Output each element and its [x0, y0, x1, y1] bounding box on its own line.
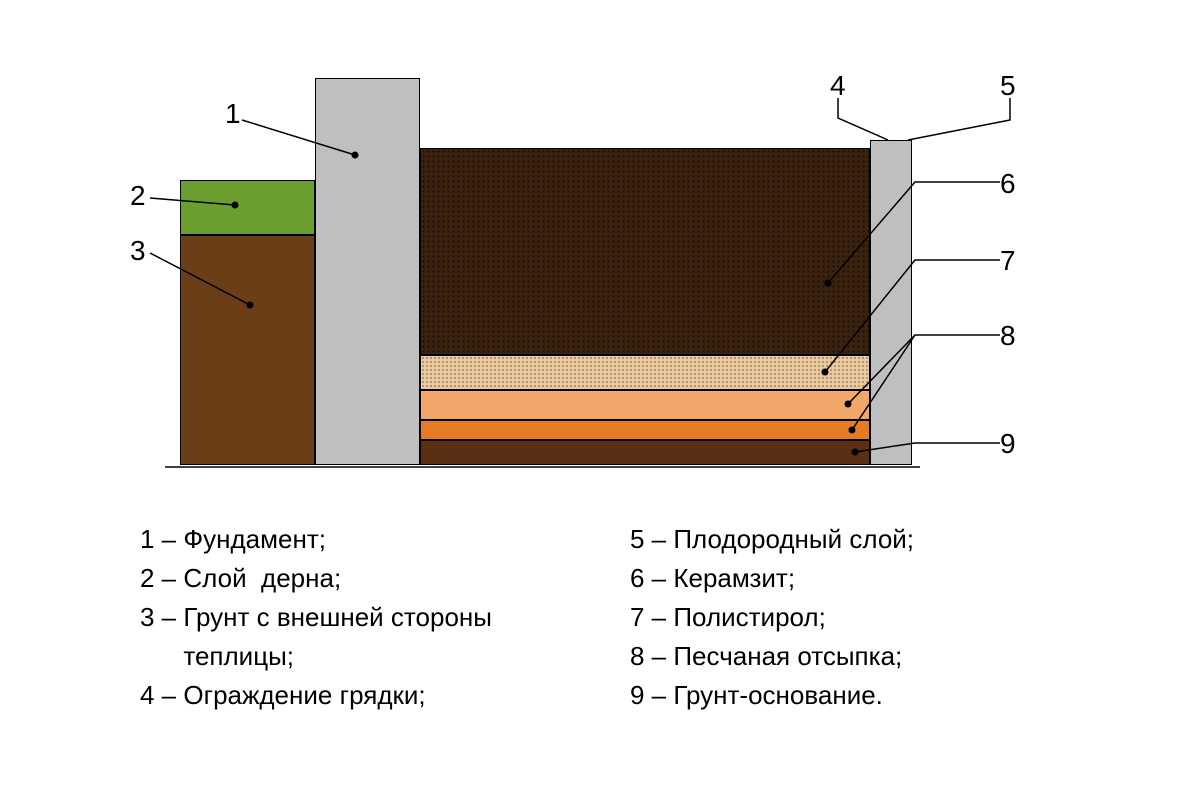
callout-8: 8 — [1000, 320, 1016, 352]
callout-2: 2 — [130, 180, 146, 212]
diagram-root: { "canvas": { "width": 1200, "height": 7… — [0, 0, 1200, 792]
legend-left: 1 – Фундамент;2 – Слой дерна;3 – Грунт с… — [140, 520, 570, 715]
legend-line: 1 – Фундамент; — [140, 520, 570, 559]
legend-line: 6 – Керамзит; — [630, 559, 1060, 598]
legend-line: теплицы; — [140, 637, 570, 676]
callout-6: 6 — [1000, 168, 1016, 200]
legend-right: 5 – Плодородный слой;6 – Керамзит;7 – По… — [630, 520, 1060, 715]
callout-1: 1 — [225, 98, 241, 130]
callout-4: 4 — [830, 70, 846, 102]
legend-line: 9 – Грунт-основание. — [630, 676, 1060, 715]
legend: 1 – Фундамент;2 – Слой дерна;3 – Грунт с… — [140, 520, 1060, 715]
callout-3: 3 — [130, 235, 146, 267]
legend-line: 3 – Грунт с внешней стороны — [140, 598, 570, 637]
legend-line: 8 – Песчаная отсыпка; — [630, 637, 1060, 676]
callout-9: 9 — [1000, 428, 1016, 460]
legend-line: 5 – Плодородный слой; — [630, 520, 1060, 559]
legend-line: 2 – Слой дерна; — [140, 559, 570, 598]
callout-7: 7 — [1000, 245, 1016, 277]
callout-5: 5 — [1000, 70, 1016, 102]
legend-line: 7 – Полистирол; — [630, 598, 1060, 637]
legend-line: 4 – Ограждение грядки; — [140, 676, 570, 715]
